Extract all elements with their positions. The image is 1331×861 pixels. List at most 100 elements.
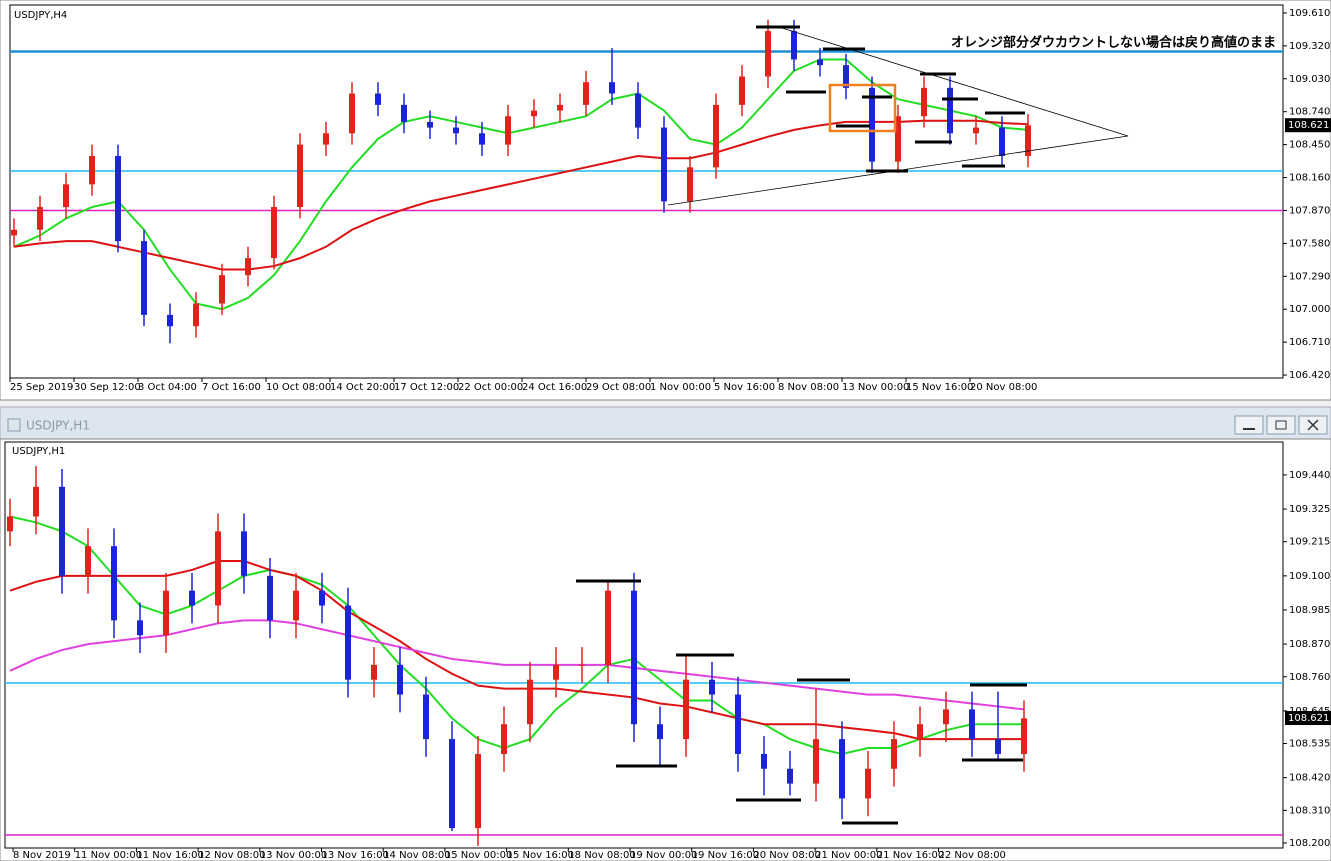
x-tick-label: 13 Nov 16:00 — [322, 850, 389, 861]
candle-body — [943, 709, 949, 725]
candle-body — [241, 531, 247, 576]
candle-body — [137, 620, 143, 636]
moving-average — [9, 515, 1024, 755]
x-tick-label: 13 Nov 00:00 — [260, 850, 327, 861]
candle-body — [657, 724, 663, 740]
y-tick-label: 107.870 — [1289, 205, 1330, 216]
candle-body — [869, 87, 875, 162]
candle-body — [345, 605, 351, 680]
candle-body — [397, 664, 403, 695]
y-tick-label: 108.450 — [1289, 140, 1330, 151]
candle-body — [973, 127, 979, 134]
plot-area — [4, 441, 1284, 849]
candle-body — [167, 314, 173, 327]
candle-body — [735, 694, 741, 754]
x-tick-label: 8 Nov 08:00 — [778, 382, 839, 393]
x-tick-label: 15 Nov 16:00 — [507, 850, 574, 861]
last-price-box — [1285, 118, 1331, 133]
candle-body — [891, 739, 897, 769]
candle-body — [271, 207, 277, 259]
y-tick-label: 108.420 — [1289, 773, 1330, 784]
candle-body — [427, 121, 433, 128]
candle-body — [423, 694, 429, 740]
y-tick-label: 109.325 — [1289, 504, 1330, 515]
window-icon — [7, 418, 21, 432]
x-tick-label: 17 Oct 12:00 — [394, 382, 459, 393]
candle-body — [189, 590, 195, 606]
y-tick-label: 108.310 — [1289, 805, 1330, 816]
candle-body — [683, 679, 689, 740]
restore-button[interactable] — [1266, 415, 1296, 435]
candle-body — [579, 664, 585, 666]
candle-body — [839, 739, 845, 799]
x-tick-label: 12 Nov 08:00 — [198, 850, 265, 861]
candle-body — [947, 87, 953, 134]
candle-body — [505, 116, 511, 145]
window-buttons[interactable] — [1234, 415, 1328, 435]
y-tick-label: 109.610 — [1289, 8, 1330, 19]
minimize-button[interactable] — [1234, 415, 1264, 435]
x-tick-label: 24 Oct 16:00 — [522, 382, 587, 393]
candle-body — [401, 104, 407, 122]
candle-body — [33, 486, 39, 517]
candle-body — [1021, 718, 1027, 754]
x-tick-label: 21 Nov 00:00 — [815, 850, 882, 861]
candle-body — [557, 104, 563, 111]
y-tick-label: 107.290 — [1289, 271, 1330, 282]
candle-body — [267, 575, 273, 621]
x-tick-label: 8 Nov 2019 — [13, 850, 71, 861]
candle-body — [635, 93, 641, 128]
drawings: 109.610 109.320 109.030 108.740 108.450 108.1… — [5, 8, 1331, 861]
y-tick-label: 108.760 — [1289, 672, 1330, 683]
candle-body — [319, 590, 325, 606]
candle-body — [631, 590, 637, 725]
candle-body — [531, 110, 537, 117]
last-price-label: 108.621 — [1288, 713, 1329, 724]
candle-body — [245, 258, 251, 276]
y-tick-label: 108.740 — [1289, 107, 1330, 118]
candle-body — [553, 664, 559, 680]
candle-body — [375, 93, 381, 105]
candle-body — [193, 303, 199, 327]
y-tick-label: 109.030 — [1289, 74, 1330, 85]
x-tick-label: 25 Sep 2019 — [10, 382, 73, 393]
y-tick-label: 106.710 — [1289, 337, 1330, 348]
candle-body — [215, 531, 221, 606]
candle-body — [37, 207, 43, 230]
x-tick-label: 22 Nov 08:00 — [939, 850, 1006, 861]
candle-body — [479, 133, 485, 145]
x-tick-label: 10 Oct 08:00 — [266, 382, 331, 393]
x-tick-label: 22 Oct 00:00 — [458, 382, 523, 393]
candle-body — [297, 144, 303, 208]
y-tick-label: 108.200 — [1289, 838, 1330, 849]
y-tick-label: 108.870 — [1289, 639, 1330, 650]
candle-body — [787, 768, 793, 784]
x-tick-label: 14 Nov 08:00 — [383, 850, 450, 861]
candle-body — [917, 724, 923, 740]
candle-body — [89, 155, 95, 185]
candle-body — [11, 229, 17, 236]
candle-body — [661, 127, 667, 202]
x-tick-label: 21 Nov 16:00 — [877, 850, 944, 861]
candle-body — [63, 184, 69, 208]
x-tick-label: 15 Nov 00:00 — [445, 850, 512, 861]
candle-body — [739, 76, 745, 105]
x-tick-label: 11 Nov 00:00 — [75, 850, 142, 861]
moving-average — [13, 119, 1029, 271]
y-tick-label: 109.320 — [1289, 41, 1330, 52]
candle-body — [7, 516, 13, 532]
candle-body — [293, 590, 299, 621]
x-tick-label: 18 Nov 08:00 — [568, 850, 635, 861]
y-tick-label: 109.440 — [1289, 470, 1330, 481]
candle-body — [527, 679, 533, 725]
y-tick-label: 108.985 — [1289, 605, 1330, 616]
x-tick-label: 15 Nov 16:00 — [906, 382, 973, 393]
candle-body — [813, 739, 819, 784]
trend-drawings — [576, 25, 1129, 825]
candle-body — [115, 155, 121, 242]
x-tick-label: 7 Oct 16:00 — [202, 382, 261, 393]
candle-body — [59, 486, 65, 576]
candle-body — [969, 709, 975, 740]
